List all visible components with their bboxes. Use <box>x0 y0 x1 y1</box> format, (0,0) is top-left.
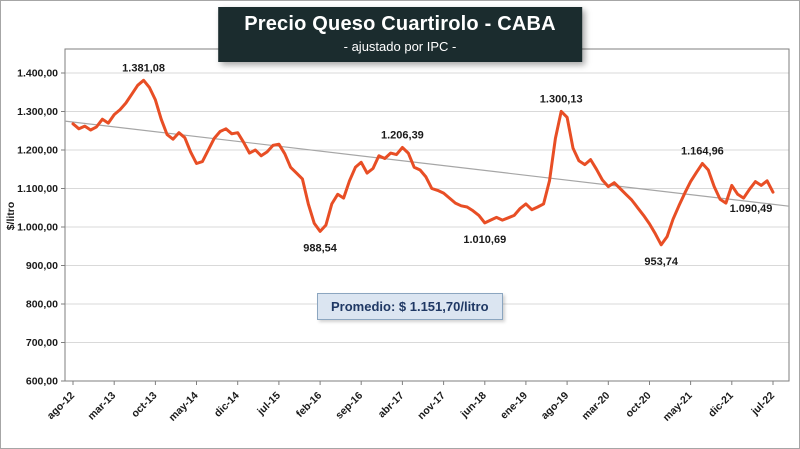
trendline <box>64 120 790 207</box>
y-tick-label: 1.200,00 <box>17 145 58 157</box>
x-tick-label: jun-18 <box>458 390 489 421</box>
x-tick-label: oct-13 <box>129 390 159 420</box>
x-tick-label: abr-17 <box>376 390 407 421</box>
x-tick-label: ago-19 <box>539 390 572 423</box>
data-point-label: 1.206,39 <box>381 130 424 142</box>
gridlines <box>65 72 789 343</box>
x-tick-label: ene-19 <box>498 390 530 422</box>
data-point-label: 1.090,49 <box>730 203 773 215</box>
y-tick-label: 1.300,00 <box>17 106 58 118</box>
x-tick-label: sep-16 <box>333 390 365 422</box>
x-tick-label: dic-21 <box>706 390 736 420</box>
plot-border <box>64 48 790 382</box>
x-tick-label: mar-13 <box>85 390 118 423</box>
y-tick-label: 800,00 <box>26 299 58 311</box>
data-labels: 1.381,08 988,54 1.206,39 1.010,69 1.300,13 95… <box>122 62 772 267</box>
y-axis-title: $/litro <box>5 202 17 231</box>
y-tick-label: 900,00 <box>26 260 58 272</box>
chart-subtitle: - ajustado por IPC - <box>343 39 457 54</box>
chart-title-box: Precio Queso Cuartirolo - CABA - ajustad… <box>218 7 582 62</box>
x-tick-label: may-21 <box>661 390 695 424</box>
data-point-label: 1.164,96 <box>681 146 724 158</box>
y-tick-label: 700,00 <box>26 337 58 349</box>
y-tick-label: 1.000,00 <box>17 222 58 234</box>
x-tick-label: nov-17 <box>415 390 448 423</box>
data-point-label: 1.300,13 <box>540 93 583 105</box>
x-tick-label: feb-16 <box>294 390 324 420</box>
y-tick-label: 1.100,00 <box>17 183 58 195</box>
chart-title: Precio Queso Cuartirolo - CABA <box>244 13 556 35</box>
x-tick-label: jul-15 <box>254 390 283 419</box>
y-axis: 600,00 700,00 800,00 900,00 1.000,00 1.100,00… <box>5 68 65 388</box>
x-axis: ago-12 mar-13 oct-13 may-14 dic-14 jul-15 feb-… <box>45 381 778 424</box>
average-callout: Promedio: $ 1.151,70/litro <box>317 293 503 320</box>
price-series <box>71 78 775 247</box>
data-point-label: 953,74 <box>644 256 679 268</box>
average-callout-text: Promedio: $ 1.151,70/litro <box>331 299 489 314</box>
data-point-label: 1.381,08 <box>122 62 165 74</box>
data-point-label: 1.010,69 <box>463 234 506 246</box>
x-tick-label: jul-22 <box>749 390 778 419</box>
x-tick-label: oct-20 <box>623 390 653 420</box>
y-tick-label: 1.400,00 <box>17 68 58 80</box>
x-tick-label: ago-12 <box>45 390 78 423</box>
data-point-label: 988,54 <box>303 242 338 254</box>
y-tick-label: 600,00 <box>26 376 58 388</box>
x-tick-label: mar-20 <box>580 390 613 423</box>
x-tick-label: dic-14 <box>212 390 242 420</box>
x-tick-label: may-14 <box>167 390 201 424</box>
